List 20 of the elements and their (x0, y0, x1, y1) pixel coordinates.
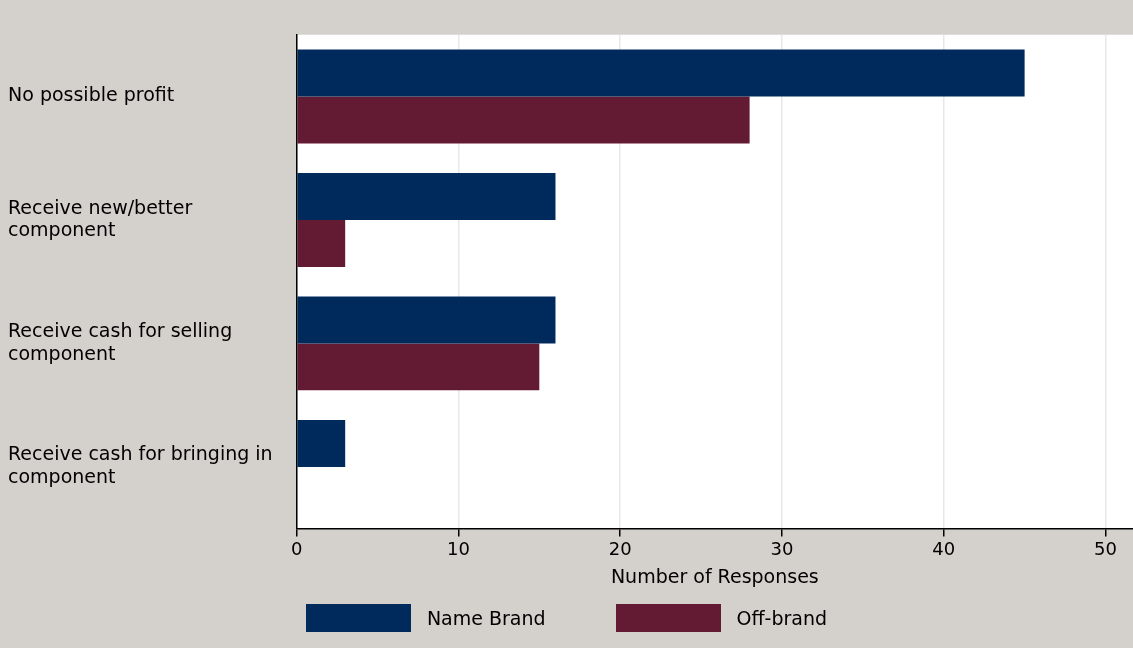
x-tick-label: 10 (446, 538, 470, 560)
y-tick-label: Receive cash for bringing in component (8, 442, 273, 488)
bar (297, 296, 556, 344)
x-tick-label: 40 (932, 538, 956, 560)
text: Off-brand (736, 607, 828, 629)
bar (297, 173, 556, 220)
x-axis-title: Number of Responses (610, 564, 819, 587)
bar (297, 219, 346, 267)
bar (297, 419, 346, 467)
bar (297, 343, 540, 391)
text: Name Brand (426, 607, 546, 629)
x-tick-label: 50 (1094, 538, 1117, 560)
x-tick-label: 20 (608, 538, 632, 560)
y-tick-label: Receive cash for selling component (8, 318, 233, 364)
bar (297, 96, 750, 144)
y-tick-label: No possible profit (8, 83, 175, 106)
x-tick-label: 0 (290, 538, 303, 560)
bar (297, 49, 1025, 97)
y-tick-label: Receive new/better component (8, 195, 193, 241)
x-tick-label: 30 (770, 538, 794, 560)
